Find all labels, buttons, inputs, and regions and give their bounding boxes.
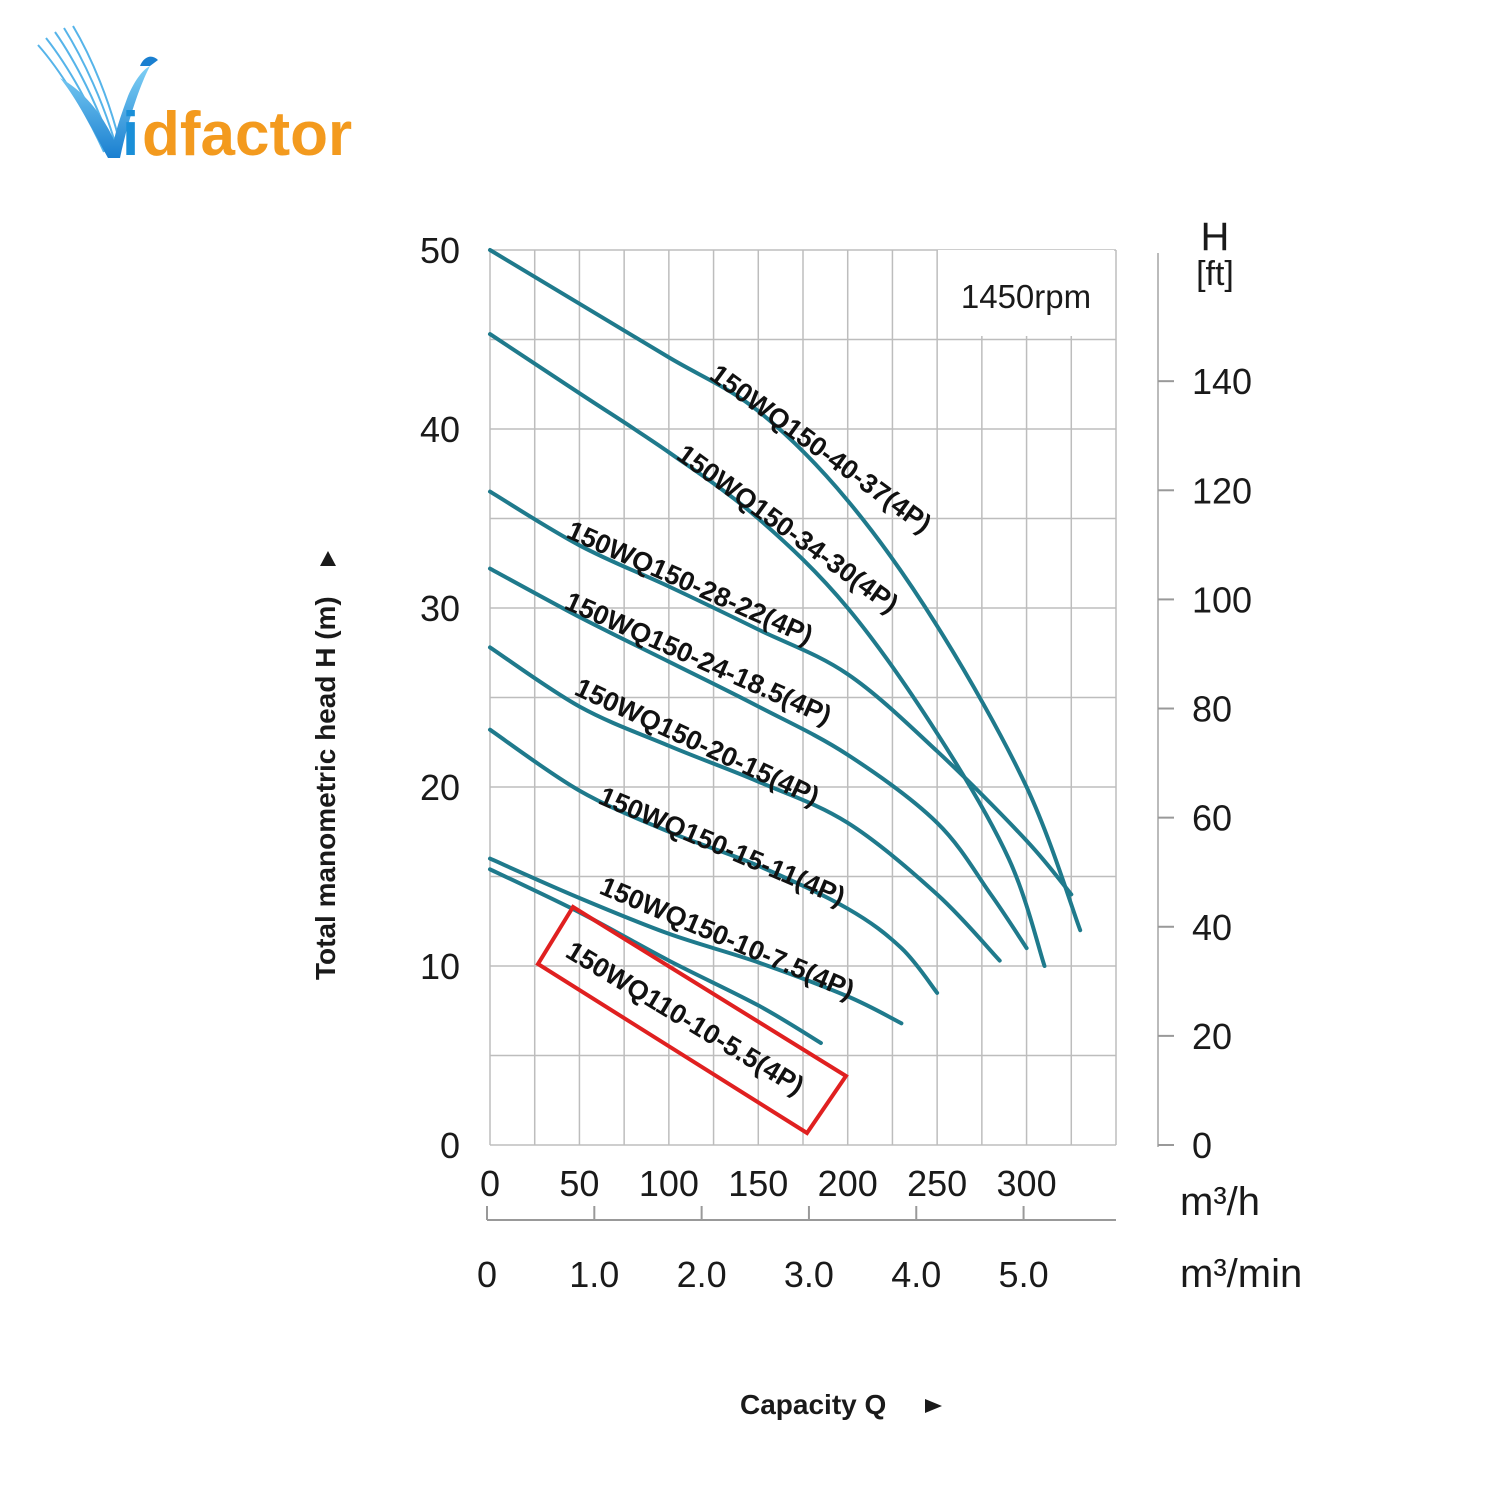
x2-tick-label: 1.0 — [569, 1254, 619, 1295]
x-unit-secondary: m³/min — [1180, 1252, 1302, 1296]
y2-tick-label: 140 — [1192, 361, 1252, 402]
y-tick-label: 0 — [440, 1125, 460, 1166]
curve-7 — [488, 867, 823, 1045]
x-tick-label: 300 — [997, 1163, 1057, 1204]
y-tick-label: 10 — [420, 946, 460, 987]
x2-tick-label: 0 — [477, 1254, 497, 1295]
x-axis-primary-ticks: 0 50 100 150 200 250 300 — [480, 1163, 1057, 1204]
curve-3 — [488, 566, 1029, 951]
x-unit-primary: m³/h — [1180, 1180, 1260, 1224]
curve-1 — [488, 332, 1047, 968]
vidfactor-logo: i dfactor — [37, 25, 352, 169]
y2-tick-label: 120 — [1192, 470, 1252, 511]
logo-i: i — [122, 100, 139, 169]
curve-labels: 150WQ150-40-37(4P) 150WQ150-34-30(4P) 15… — [561, 359, 937, 1101]
right-axis-title: H — [1201, 215, 1230, 259]
curve-2 — [488, 489, 1074, 897]
logo-rest: dfactor — [142, 100, 352, 169]
y2-tick-label: 20 — [1192, 1016, 1232, 1057]
y-tick-label: 40 — [420, 409, 460, 450]
y-tick-label: 30 — [420, 588, 460, 629]
plot-grid — [489, 249, 1117, 1146]
y2-tick-label: 100 — [1192, 579, 1252, 620]
y-tick-label: 50 — [420, 230, 460, 271]
curve-6 — [488, 856, 904, 1026]
y2-tick-label: 0 — [1192, 1125, 1212, 1166]
y-axis-right: 0 20 40 60 80 100 120 140 — [1157, 253, 1252, 1166]
curve-4 — [488, 645, 1002, 963]
y2-tick-label: 80 — [1192, 689, 1232, 730]
x-tick-label: 0 — [480, 1163, 500, 1204]
x-axis-arrow-icon — [925, 1399, 942, 1413]
highlight-box — [535, 904, 849, 1136]
rpm-annotation: 1450rpm — [961, 278, 1091, 315]
x-axis-title: Capacity Q — [740, 1389, 886, 1420]
right-axis-unit: [ft] — [1196, 255, 1234, 293]
x-tick-label: 50 — [559, 1163, 599, 1204]
logo-v-shape — [60, 66, 150, 158]
rpm-box — [938, 250, 1114, 336]
x2-tick-label: 2.0 — [677, 1254, 727, 1295]
x2-tick-label: 5.0 — [999, 1254, 1049, 1295]
x-tick-label: 150 — [728, 1163, 788, 1204]
y-axis-left-ticks: 0 10 20 30 40 50 — [420, 230, 460, 1166]
x2-tick-label: 4.0 — [891, 1254, 941, 1295]
x2-tick-label: 3.0 — [784, 1254, 834, 1295]
x-tick-label: 100 — [639, 1163, 699, 1204]
x-tick-label: 250 — [907, 1163, 967, 1204]
curve-5 — [488, 727, 940, 995]
y-axis-title: Total manometric head H (m) — [310, 596, 341, 980]
logo-bird-head-icon — [140, 56, 158, 66]
y2-tick-label: 40 — [1192, 907, 1232, 948]
x-tick-label: 200 — [818, 1163, 878, 1204]
curve-0 — [488, 248, 1083, 933]
y2-tick-label: 60 — [1192, 798, 1232, 839]
y-axis-arrow-icon — [320, 551, 336, 566]
x-axis-secondary: 0 1.0 2.0 3.0 4.0 5.0 — [477, 1206, 1116, 1295]
curves-layer — [488, 248, 1083, 1045]
y-tick-label: 20 — [420, 767, 460, 808]
